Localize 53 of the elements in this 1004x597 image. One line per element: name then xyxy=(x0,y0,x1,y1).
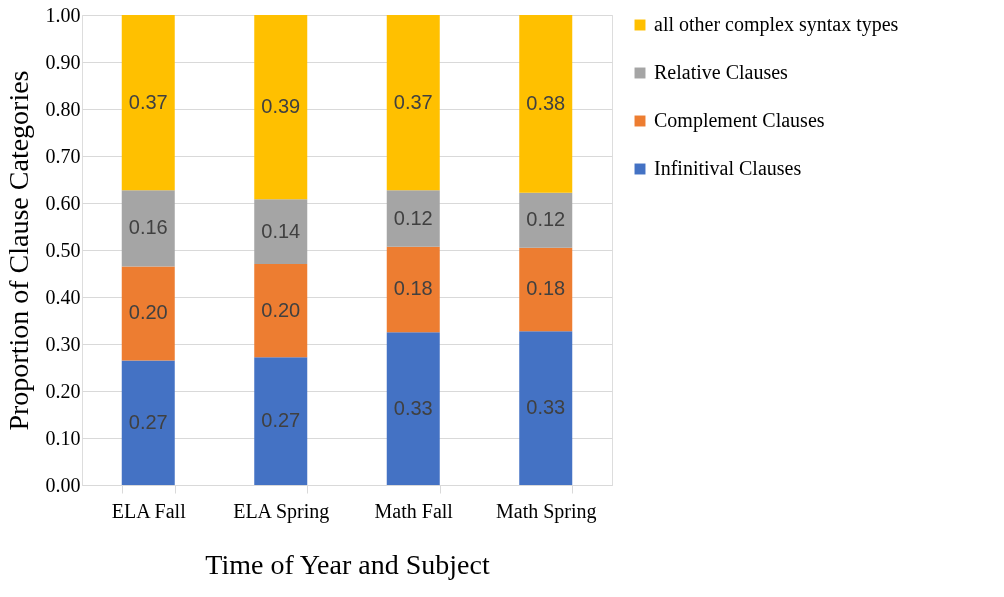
legend-label: Complement Clauses xyxy=(654,109,825,132)
data-label: 0.18 xyxy=(526,277,566,300)
y-tick-label: 0.50 xyxy=(45,238,81,261)
legend-label: Infinitival Clauses xyxy=(654,157,802,179)
x-tick-label: Math Fall xyxy=(374,499,454,522)
legend-label: all other complex syntax types xyxy=(654,13,899,36)
bar xyxy=(519,192,573,248)
bar xyxy=(254,199,308,265)
legend-label: Relative Clauses xyxy=(654,61,789,83)
bar xyxy=(121,190,175,267)
bar xyxy=(254,264,308,358)
bar xyxy=(121,266,175,361)
bar xyxy=(121,360,175,485)
data-label: 0.20 xyxy=(261,298,301,321)
y-tick-label: 0.40 xyxy=(45,285,81,308)
data-label: 0.39 xyxy=(261,95,301,118)
bar xyxy=(519,331,573,485)
bar xyxy=(386,190,440,247)
data-label: 0.33 xyxy=(393,396,433,419)
data-label: 0.12 xyxy=(526,208,566,231)
y-tick-label: 0.00 xyxy=(45,473,81,496)
y-tick-label: 0.10 xyxy=(45,426,81,449)
data-label: 0.37 xyxy=(393,90,433,113)
data-label: 0.16 xyxy=(128,216,168,239)
data-label: 0.18 xyxy=(393,277,433,300)
bar xyxy=(254,15,308,200)
data-label: 0.20 xyxy=(128,301,168,324)
data-label: 0.12 xyxy=(393,206,433,229)
bar xyxy=(254,357,308,485)
data-label: 0.33 xyxy=(526,396,566,419)
data-label: 0.14 xyxy=(261,219,301,242)
bar xyxy=(386,246,440,333)
x-axis-title: Time of Year and Subject xyxy=(205,548,490,580)
y-tick-label: 0.80 xyxy=(45,97,81,120)
x-tick-label: ELA Fall xyxy=(111,499,187,522)
y-tick-label: 0.90 xyxy=(45,50,81,73)
bar xyxy=(519,247,573,332)
y-tick-label: 0.60 xyxy=(45,191,81,214)
x-tick-label: ELA Spring xyxy=(233,499,330,523)
y-tick-label: 0.70 xyxy=(45,144,81,167)
bar xyxy=(386,15,440,191)
data-label: 0.27 xyxy=(128,410,168,433)
bar xyxy=(121,15,175,191)
bar xyxy=(386,332,440,485)
data-label: 0.37 xyxy=(128,90,168,113)
y-tick-label: 1.00 xyxy=(45,3,81,26)
y-tick-label: 0.30 xyxy=(45,332,81,355)
y-tick-label: 0.20 xyxy=(45,379,81,402)
data-label: 0.38 xyxy=(526,91,566,114)
x-tick-label: Math Spring xyxy=(495,499,597,523)
y-axis-title: Proportion of Clause Categories xyxy=(2,70,34,431)
bar xyxy=(519,15,573,193)
data-label: 0.27 xyxy=(261,409,301,432)
